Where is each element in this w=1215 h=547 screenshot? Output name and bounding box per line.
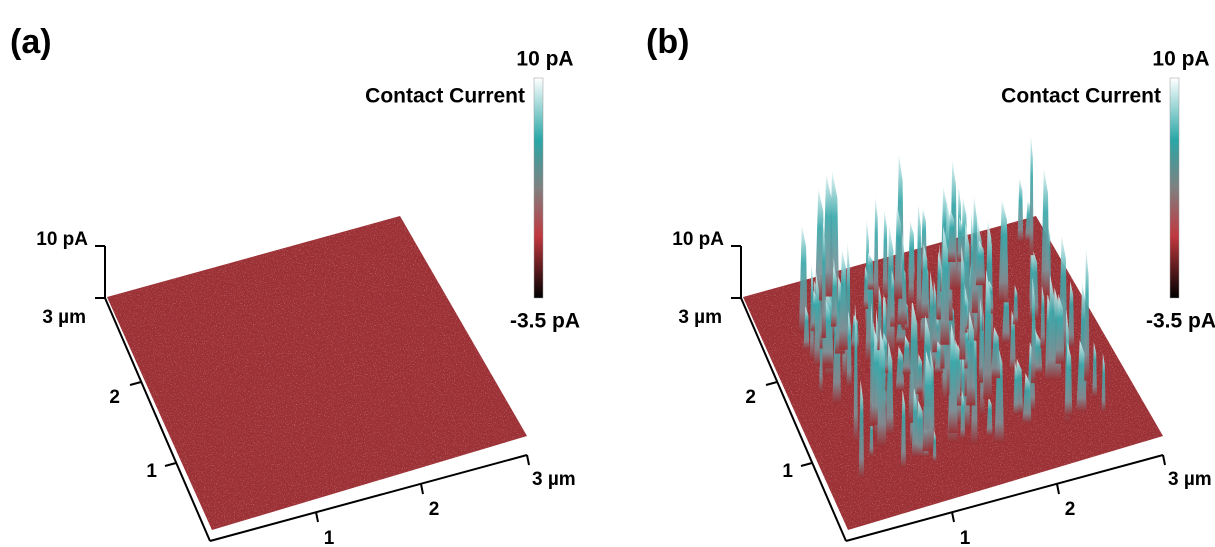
x-tick xyxy=(421,484,423,494)
figure: (a) 10 pA -3.5 pA Contact Current 10 pA 3 µm 2… xyxy=(0,0,1215,547)
y-axis-end: 3 µm xyxy=(678,307,722,328)
x-tick xyxy=(1057,484,1059,494)
x-axis-end: 3 µm xyxy=(532,469,576,490)
current-peak xyxy=(883,210,888,297)
current-peak xyxy=(1017,178,1023,243)
colorbar-max: 10 pA xyxy=(1152,48,1209,71)
colorbar xyxy=(534,78,543,298)
z-axis-label: 10 pA xyxy=(672,229,724,250)
panel: (a) 10 pA -3.5 pA Contact Current 10 pA 3 µm 2… xyxy=(10,23,580,547)
surface-texture xyxy=(107,216,527,530)
x-tick xyxy=(316,512,318,522)
x-tick xyxy=(1163,455,1165,465)
x-tick-label: 1 xyxy=(960,528,971,547)
colorbar-title: Contact Current xyxy=(365,85,525,108)
x-tick-label: 2 xyxy=(1065,499,1076,520)
x-tick-label: 2 xyxy=(429,499,440,520)
z-axis-label: 10 pA xyxy=(36,229,88,250)
x-tick xyxy=(527,455,529,465)
current-peak xyxy=(874,197,879,303)
y-tick xyxy=(766,382,777,385)
panel: (b) 10 pA -3.5 pA Contact Current 10 pA 3 µm 2… xyxy=(646,23,1215,547)
panel-label: (b) xyxy=(646,23,689,61)
y-tick-label: 2 xyxy=(109,387,120,408)
y-tick xyxy=(130,382,141,385)
colorbar-max: 10 pA xyxy=(516,48,573,71)
panel-label: (a) xyxy=(10,23,52,61)
colorbar-min: -3.5 pA xyxy=(510,310,580,333)
y-tick-label: 2 xyxy=(745,387,756,408)
x-tick-label: 1 xyxy=(324,528,335,547)
y-tick-label: 1 xyxy=(782,461,793,482)
y-tick xyxy=(801,463,812,466)
current-peak xyxy=(1029,134,1033,255)
colorbar-title: Contact Current xyxy=(1001,85,1161,108)
colorbar xyxy=(1170,78,1179,298)
y-tick xyxy=(165,463,176,466)
x-axis-end: 3 µm xyxy=(1168,469,1212,490)
y-axis-end: 3 µm xyxy=(42,307,86,328)
x-tick xyxy=(952,512,954,522)
y-tick-label: 1 xyxy=(146,461,157,482)
colorbar-min: -3.5 pA xyxy=(1146,310,1215,333)
